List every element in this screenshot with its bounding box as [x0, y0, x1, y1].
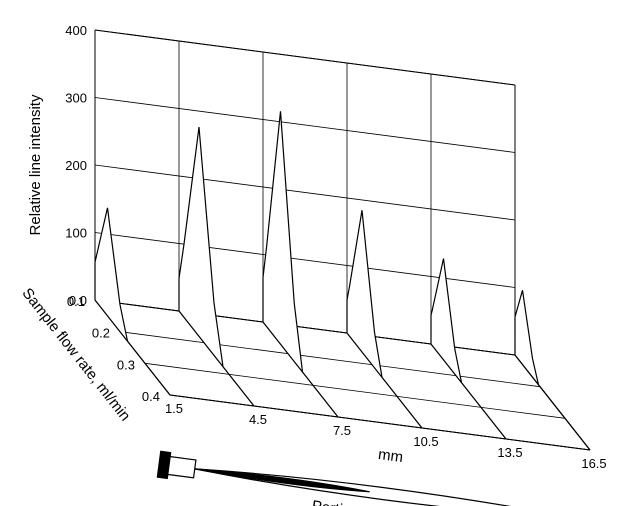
flame-diagram: Portion of flame observed — [155, 451, 593, 506]
x-tick: 10.5 — [413, 434, 438, 449]
3d-chart: 0.0100200300400Relative line intensity0.… — [0, 0, 639, 506]
z-tick: 100 — [65, 226, 87, 241]
x-tick: 4.5 — [249, 412, 267, 427]
x-tick: 7.5 — [333, 423, 351, 438]
x-tick: 13.5 — [497, 445, 522, 460]
y-tick: 0.1 — [67, 294, 85, 309]
y-tick: 0.2 — [92, 326, 110, 341]
y-tick: 0.3 — [117, 357, 135, 372]
x-tick: 1.5 — [165, 401, 183, 416]
y-tick: 0.4 — [142, 389, 160, 404]
z-axis-label: Relative line intensity — [27, 94, 44, 235]
z-tick: 200 — [65, 158, 87, 173]
x-tick: 16.5 — [581, 456, 606, 471]
z-tick: 400 — [65, 23, 87, 38]
x-axis-label: mm — [377, 446, 404, 466]
z-tick: 300 — [65, 91, 87, 106]
